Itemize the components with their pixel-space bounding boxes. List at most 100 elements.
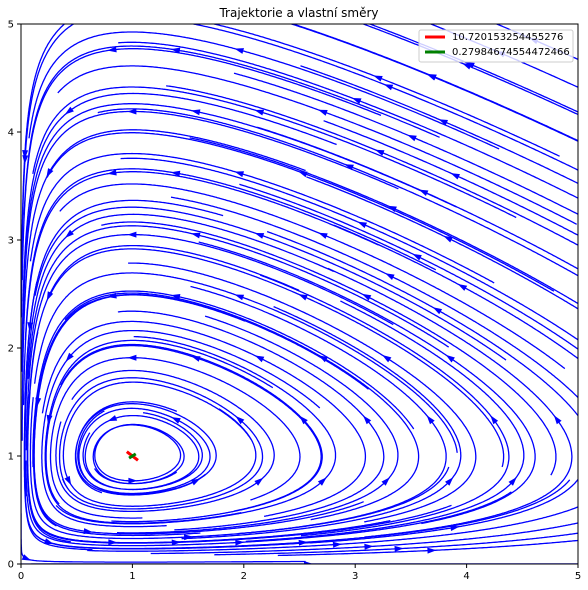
trajectory-line	[333, 224, 578, 360]
trajectory-arrow	[407, 134, 417, 142]
legend-label-first: 10.720153254455276	[452, 32, 563, 43]
trajectory-arrow	[304, 561, 313, 564]
trajectory-arrow	[171, 539, 181, 546]
trajectory-arrow	[235, 416, 245, 425]
trajectory-line	[60, 343, 323, 523]
trajectory-arrow	[184, 534, 194, 541]
y-tick-label: 5	[8, 20, 14, 31]
trajectory-arrow	[298, 539, 308, 546]
y-tick-label: 4	[8, 128, 14, 139]
trajectory-arrow	[64, 106, 74, 115]
trajectory-arrow	[22, 150, 29, 160]
trajectory-arrow	[432, 307, 443, 315]
eigenvector-layer	[125, 450, 139, 462]
trajectory-arrow	[127, 231, 137, 238]
trajectory-arrow	[465, 62, 475, 69]
legend: 10.720153254455276 0.27984674554472466	[418, 29, 574, 63]
trajectory-line	[323, 120, 578, 236]
trajectory-arrow	[234, 171, 244, 178]
trajectory-line	[55, 335, 337, 525]
trajectory-arrow	[426, 74, 437, 81]
y-axis: 0 1 2 3 4 5	[8, 20, 21, 571]
x-tick-label: 0	[18, 571, 24, 582]
trajectory-line	[23, 45, 440, 216]
trajectory-arrow	[107, 46, 117, 53]
trajectory-arrow	[46, 291, 54, 301]
trajectory-arrow	[375, 149, 385, 156]
trajectory-arrow	[191, 232, 201, 239]
trajectory-line	[32, 86, 517, 219]
trajectory-line	[239, 183, 578, 350]
trajectory-arrow	[344, 164, 354, 171]
trajectory-arrow	[65, 352, 74, 362]
trajectory-arrow	[127, 354, 137, 361]
trajectory-arrow	[445, 477, 454, 486]
trajectory-arrow	[254, 477, 264, 486]
x-tick-label: 5	[575, 571, 581, 582]
trajectory-arrow	[107, 169, 117, 176]
trajectory-arrow	[317, 477, 327, 486]
trajectory-line	[32, 293, 369, 527]
trajectory-arrow	[427, 547, 437, 554]
y-tick-label: 0	[8, 560, 14, 571]
trajectory-arrow	[418, 189, 429, 196]
trajectory-arrow	[383, 84, 394, 91]
trajectory-arrow	[318, 232, 328, 239]
trajectory-arrow	[107, 415, 118, 422]
trajectory-arrow	[361, 293, 372, 301]
trajectory-arrow	[553, 415, 562, 425]
y-tick-label: 2	[8, 344, 14, 355]
trajectory-arrow	[381, 477, 390, 486]
trajectory-arrow	[234, 294, 245, 301]
trajectory-arrow	[457, 284, 468, 291]
legend-label-second: 0.27984674554472466	[452, 47, 570, 58]
trajectory-line	[58, 377, 264, 510]
trajectory-arrow	[35, 397, 42, 407]
trajectory-line	[189, 137, 578, 305]
trajectory-line	[21, 48, 382, 281]
trajectory-arrow	[443, 235, 453, 243]
trajectory-line	[33, 304, 364, 535]
trajectory-arrow	[508, 477, 517, 486]
trajectory-arrow	[299, 415, 308, 425]
trajectory-arrow	[128, 477, 138, 484]
trajectory-arrow	[352, 98, 362, 104]
y-tick-label: 1	[8, 452, 14, 463]
trajectory-arrow	[64, 475, 72, 486]
trajectory-layer	[21, 24, 578, 564]
chart-title: Trajektorie a vlastní směry	[218, 6, 378, 20]
trajectory-line	[25, 233, 394, 451]
trajectory-arrow	[387, 205, 397, 213]
trajectory-arrow	[318, 355, 328, 363]
trajectory-arrow	[450, 525, 460, 531]
trajectory-arrow	[382, 355, 392, 363]
trajectory-arrow	[191, 109, 201, 116]
trajectory-arrow	[332, 541, 342, 548]
trajectory-arrow	[21, 554, 32, 561]
trajectory-arrow	[27, 322, 34, 332]
trajectory-arrow	[298, 294, 308, 301]
trajectory-arrow	[254, 355, 265, 363]
trajectory-arrow	[254, 233, 265, 239]
x-tick-label: 2	[241, 571, 247, 582]
trajectory-arrow	[385, 273, 395, 280]
trajectory-line	[34, 206, 507, 361]
trajectory-arrow	[363, 415, 372, 425]
x-tick-label: 3	[352, 571, 358, 582]
trajectory-arrow	[65, 229, 74, 238]
trajectory-arrow	[357, 221, 367, 229]
trajectory-arrow	[412, 253, 422, 261]
plot-frame	[20, 23, 579, 565]
trajectory-line	[92, 423, 185, 485]
trajectory-arrow	[254, 109, 265, 116]
trajectory-arrow	[364, 543, 374, 550]
trajectory-arrow	[426, 415, 435, 425]
trajectory-arrow	[235, 539, 245, 546]
trajectory-arrow	[438, 119, 448, 126]
trajectory-arrow	[170, 170, 181, 177]
trajectory-arrow	[373, 75, 383, 82]
trajectory-arrow	[108, 539, 118, 546]
trajectory-arrow	[234, 48, 244, 54]
x-tick-label: 4	[463, 571, 469, 582]
